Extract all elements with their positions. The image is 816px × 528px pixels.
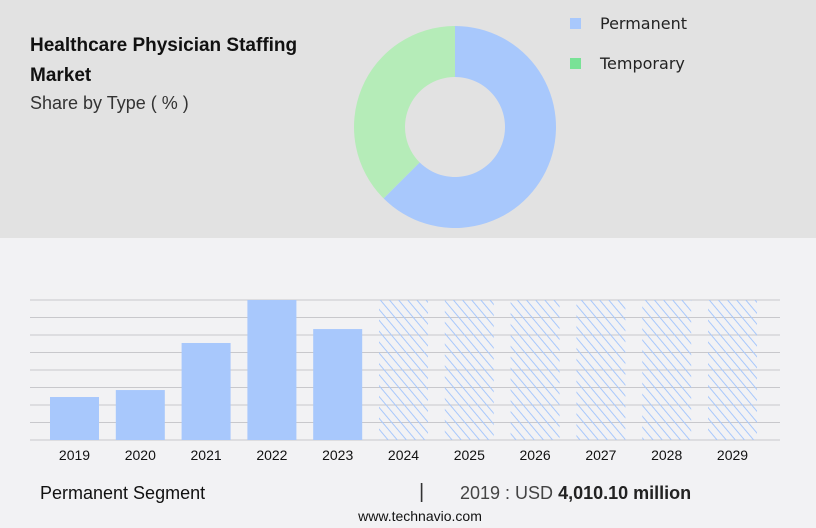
forecast-bar-2027 — [576, 300, 626, 440]
x-tick-label: 2020 — [125, 447, 156, 463]
legend-item-temporary: Temporary — [570, 54, 685, 73]
legend-label: Permanent — [600, 14, 688, 33]
x-tick-label: 2021 — [191, 447, 222, 463]
x-tick-label: 2022 — [256, 447, 287, 463]
forecast-bar-2026 — [510, 300, 560, 440]
donut-chart — [353, 26, 556, 228]
legend-swatch — [570, 58, 581, 69]
donut-slice-temporary — [353, 26, 455, 199]
bar-chart: 2019 2020 2021 2022 2023 2024 2025 2026 2027 2028… — [30, 299, 780, 463]
x-tick-label: 2023 — [322, 447, 353, 463]
forecast-bar-2028 — [642, 300, 692, 440]
forecast-bar-2025 — [444, 300, 494, 440]
bar-2019 — [50, 397, 99, 440]
donut-slice-permanent — [383, 26, 556, 228]
value-amount: 4,010.10 million — [558, 483, 692, 503]
forecast-bar-2024 — [379, 300, 428, 440]
bar-2020 — [115, 390, 165, 440]
chart-title: Healthcare Physician Staffing Market — [30, 35, 298, 86]
x-tick-label: 2019 — [59, 447, 90, 463]
value-prefix: 2019 : USD — [460, 483, 559, 503]
bar-2022 — [247, 300, 297, 440]
x-tick-label: 2026 — [520, 447, 551, 463]
x-tick-label: 2029 — [717, 447, 748, 463]
segment-value: 2019 : USD 4,010.10 million — [460, 483, 691, 504]
segment-label: Permanent Segment — [40, 483, 206, 503]
bar-2023 — [313, 329, 363, 440]
bar-2021 — [181, 342, 231, 440]
x-tick-label: 2028 — [651, 447, 682, 463]
x-tick-label: 2025 — [454, 447, 485, 463]
chart-subtitle: Share by Type ( % ) — [30, 93, 189, 113]
legend-label: Temporary — [600, 54, 685, 73]
x-tick-label: 2027 — [585, 447, 616, 463]
separator: | — [419, 481, 425, 503]
legend-item-permanent: Permanent — [570, 14, 687, 33]
website-link[interactable]: www.technavio.com — [358, 508, 482, 524]
x-tick-label: 2024 — [388, 447, 419, 463]
legend-swatch — [570, 18, 581, 29]
forecast-bar-2029 — [708, 300, 757, 440]
